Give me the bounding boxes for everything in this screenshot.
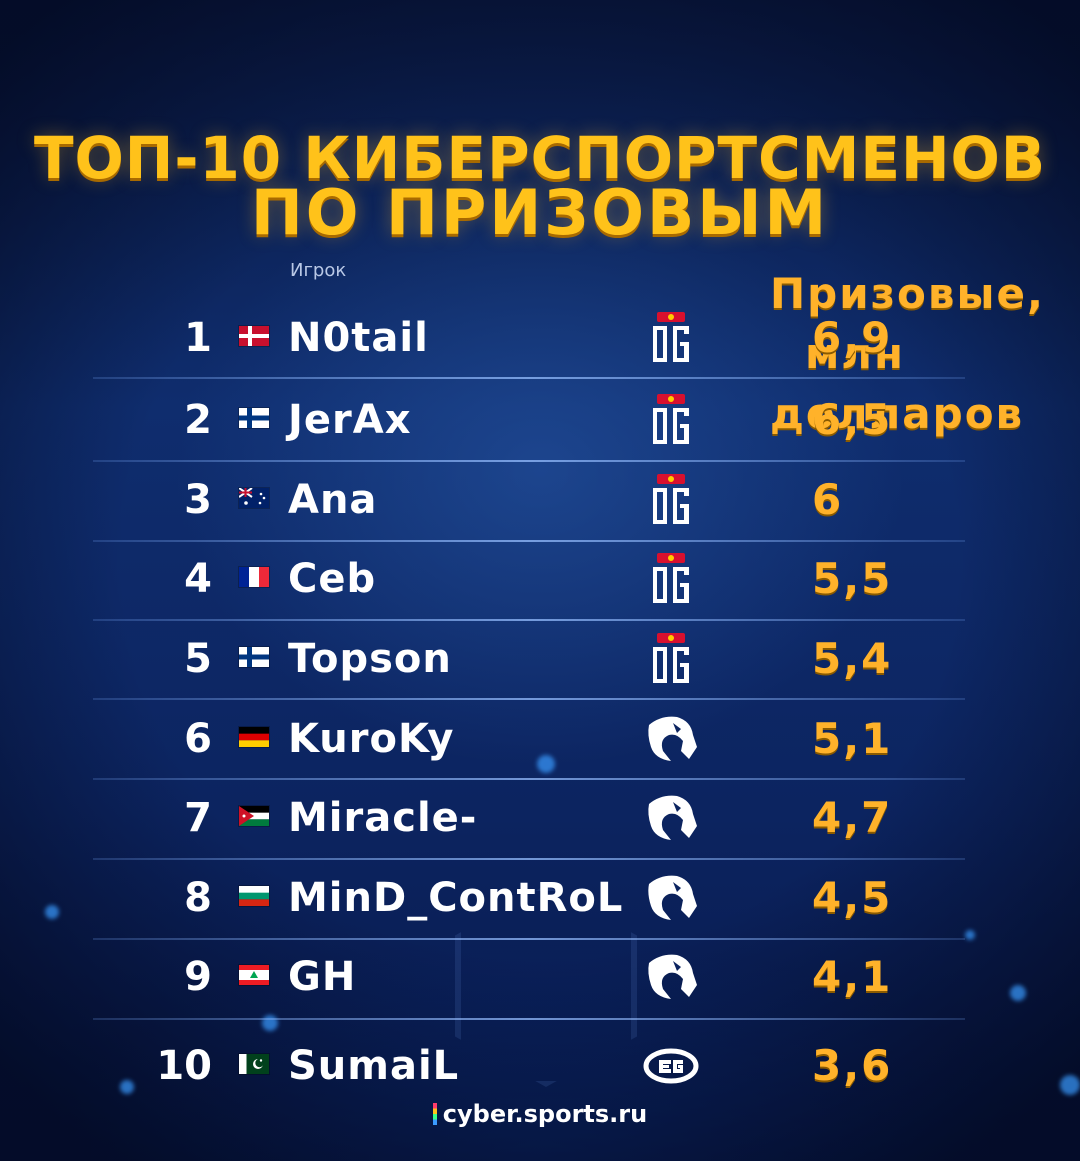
team-liquid-logo-icon: [648, 875, 697, 920]
prize-value: 5,1: [812, 714, 893, 763]
background-hexagon: [455, 885, 637, 1087]
table-row: 6 KuroKy 5,1: [0, 709, 1080, 769]
denmark-flag-icon: [239, 326, 269, 346]
table-row: 2 JerAx 6,5: [0, 390, 1080, 450]
player-name: MinD_ContRoL: [288, 875, 624, 921]
player-name: JerAx: [288, 397, 412, 443]
table-row: 9 GH 4,1: [0, 947, 1080, 1007]
footer-site-label: cyber.sports.ru: [442, 1100, 648, 1128]
germany-flag-icon: [239, 727, 269, 747]
player-name: Topson: [288, 636, 452, 682]
rank: 10: [156, 1043, 212, 1089]
prize-value: 4,1: [812, 952, 893, 1001]
player-name: Ceb: [288, 556, 377, 602]
player-name: GH: [288, 954, 357, 1000]
team-liquid-logo-icon: [648, 716, 697, 761]
team-liquid-logo-icon: [648, 954, 697, 999]
rank: 6: [184, 716, 212, 762]
table-row: 10 SumaiL 3,6: [0, 1036, 1080, 1096]
table-row: 5 Topson 5,4: [0, 629, 1080, 689]
finland-flag-icon: [239, 408, 269, 428]
prize-value: 4,7: [812, 793, 893, 842]
row-divider: [93, 938, 965, 940]
bokeh-dot: [1060, 1075, 1080, 1095]
rank: 2: [184, 397, 212, 443]
rank: 8: [184, 875, 212, 921]
og-logo-icon: [653, 474, 689, 524]
row-divider: [93, 698, 965, 700]
rank: 3: [184, 477, 212, 523]
og-logo-icon: [653, 553, 689, 603]
prize-value: 5,5: [812, 554, 893, 603]
jordan-flag-icon: [239, 806, 269, 826]
table-row: 1 N0tail 6,9: [0, 308, 1080, 368]
row-divider: [93, 1018, 965, 1020]
prize-value: 5,4: [812, 634, 893, 683]
prize-value: 4,5: [812, 873, 893, 922]
og-logo-icon: [653, 394, 689, 444]
footer-branding: cyber.sports.ru: [0, 1100, 1080, 1128]
row-divider: [93, 460, 965, 462]
australia-flag-icon: [239, 488, 269, 508]
table-row: 8 MinD_ContRoL 4,5: [0, 868, 1080, 928]
og-logo-icon: [653, 633, 689, 683]
og-logo-icon: [653, 312, 689, 362]
column-header-player: Игрок: [290, 260, 347, 281]
player-name: SumaiL: [288, 1043, 460, 1089]
prize-value: 6,9: [812, 313, 893, 362]
player-name: KuroKy: [288, 716, 455, 762]
bokeh-dot: [45, 905, 59, 919]
sports-ru-dots-icon: [432, 1103, 437, 1125]
row-divider: [93, 858, 965, 860]
title-line-2: ПО ПРИЗОВЫМ: [250, 176, 830, 249]
table-row: 7 Miracle- 4,7: [0, 788, 1080, 848]
bulgaria-flag-icon: [239, 886, 269, 906]
bokeh-dot: [1010, 985, 1026, 1001]
row-divider: [93, 619, 965, 621]
bokeh-dot: [965, 930, 975, 940]
rank: 5: [184, 636, 212, 682]
row-divider: [93, 377, 965, 379]
rank: 1: [184, 315, 212, 361]
rank: 7: [184, 795, 212, 841]
finland-flag-icon: [239, 647, 269, 667]
bokeh-dot: [120, 1080, 134, 1094]
row-divider: [93, 778, 965, 780]
bokeh-dot: [537, 755, 555, 773]
player-name: N0tail: [288, 315, 429, 361]
title-line-1: ТОП-10 КИБЕРСПОРТСМЕНОВ: [33, 124, 1047, 192]
row-divider: [93, 540, 965, 542]
team-liquid-logo-icon: [648, 795, 697, 840]
table-row: 3 Ana 6: [0, 470, 1080, 530]
rank: 4: [184, 556, 212, 602]
pakistan-flag-icon: [239, 1054, 269, 1074]
france-flag-icon: [239, 567, 269, 587]
player-name: Miracle-: [288, 795, 478, 841]
table-row: 4 Ceb 5,5: [0, 549, 1080, 609]
prize-value: 6: [812, 475, 844, 524]
prize-value: 6,5: [812, 395, 893, 444]
evil-geniuses-logo-icon: [643, 1048, 699, 1084]
prize-value: 3,6: [812, 1041, 893, 1090]
player-name: Ana: [288, 477, 378, 523]
rank: 9: [184, 954, 212, 1000]
lebanon-flag-icon: [239, 965, 269, 985]
